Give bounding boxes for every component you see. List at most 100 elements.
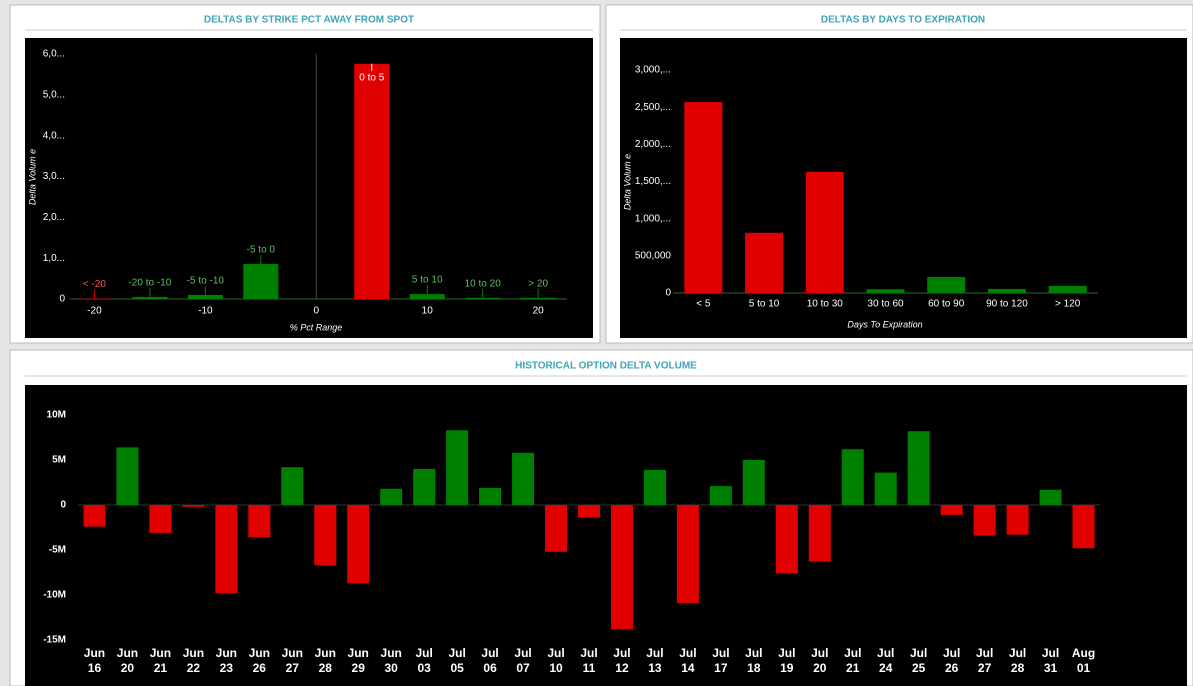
x-tick-label: Jul 31 bbox=[1041, 646, 1060, 675]
y-tick-label: 10M bbox=[47, 410, 66, 421]
x-tick-label: Jul 03 bbox=[415, 646, 433, 675]
x-tick-label: Jul 05 bbox=[448, 646, 466, 675]
bar bbox=[1072, 505, 1095, 549]
x-tick-label-box: Jul 21 bbox=[844, 646, 862, 675]
x-tick-label: Jul 17 bbox=[712, 646, 730, 675]
x-tick-label: Jun 23 bbox=[215, 646, 238, 675]
x-tick-label-box: Jul 28 bbox=[1008, 646, 1027, 675]
x-tick-label: 10 bbox=[422, 306, 434, 317]
x-tick-label: -10 bbox=[198, 306, 213, 317]
bar bbox=[465, 297, 501, 299]
x-tick-label: 30 to 60 bbox=[867, 299, 904, 310]
x-tick-label-box: Jul 26 bbox=[943, 646, 960, 675]
x-tick-label: Jun 27 bbox=[281, 646, 303, 675]
x-tick-label-box: Jun 28 bbox=[314, 646, 336, 675]
bar bbox=[479, 487, 502, 505]
chart-title: HISTORICAL OPTION DELTA VOLUME bbox=[515, 361, 697, 372]
y-tick-label: 5,0... bbox=[43, 89, 65, 100]
chart-title: DELTAS BY DAYS TO EXPIRATION bbox=[821, 15, 985, 26]
x-tick-label: Jul 12 bbox=[613, 646, 631, 675]
x-tick-label-box: Jul 11 bbox=[580, 646, 598, 675]
x-tick-label: Jul 06 bbox=[481, 646, 499, 675]
y-tick-label: -10M bbox=[43, 590, 66, 601]
x-tick-label-box: Jul 12 bbox=[613, 646, 631, 675]
y-tick-label: 3,000,... bbox=[635, 65, 671, 76]
bar bbox=[149, 505, 172, 533]
bar bbox=[643, 469, 666, 505]
bar bbox=[1039, 489, 1062, 505]
y-tick-label: 1,500,... bbox=[635, 176, 671, 187]
bar bbox=[940, 505, 963, 515]
y-tick-label: 2,000,... bbox=[635, 139, 671, 150]
x-tick-label: Jun 28 bbox=[314, 646, 336, 675]
bar bbox=[927, 277, 966, 293]
bar bbox=[805, 171, 844, 293]
x-tick-label: 20 bbox=[533, 306, 545, 317]
x-tick-label: Jun 30 bbox=[380, 646, 402, 675]
x-tick-label: Jun 21 bbox=[149, 646, 172, 675]
data-label: > 20 bbox=[528, 278, 548, 289]
x-tick-label: Aug 01 bbox=[1071, 646, 1096, 675]
x-tick-label: Jul 28 bbox=[1008, 646, 1027, 675]
bar bbox=[354, 63, 390, 299]
x-tick-label: Jul 27 bbox=[975, 646, 994, 675]
y-tick-label: 4,0... bbox=[43, 130, 65, 141]
x-tick-label: -20 bbox=[87, 306, 102, 317]
bar bbox=[545, 505, 568, 552]
x-tick-label: 60 to 90 bbox=[928, 299, 965, 310]
x-tick-label-box: Jul 13 bbox=[646, 646, 663, 675]
bar bbox=[281, 467, 304, 505]
x-tick-label-box: Jul 24 bbox=[877, 646, 895, 675]
bar bbox=[866, 289, 905, 293]
x-tick-label: Jul 20 bbox=[811, 646, 829, 675]
bar bbox=[409, 294, 445, 299]
x-tick-label-box: Jun 29 bbox=[348, 646, 369, 675]
x-tick-label-box: Jul 05 bbox=[448, 646, 466, 675]
y-tick-label: -5M bbox=[49, 545, 66, 556]
x-tick-label: Jul 21 bbox=[844, 646, 862, 675]
x-tick-label-box: Jun 20 bbox=[116, 646, 139, 675]
chart-title: DELTAS BY STRIKE PCT AWAY FROM SPOT bbox=[204, 15, 414, 26]
bar bbox=[808, 505, 831, 562]
x-axis-label: % Pct Range bbox=[290, 322, 343, 332]
x-tick-label-box: Jul 20 bbox=[811, 646, 829, 675]
y-tick-label: 0 bbox=[665, 288, 671, 299]
bar bbox=[347, 505, 370, 584]
bar bbox=[745, 232, 784, 293]
x-tick-label: Jul 25 bbox=[910, 646, 928, 675]
x-tick-label-box: Jun 22 bbox=[183, 646, 204, 675]
x-tick-label: 0 bbox=[314, 306, 320, 317]
bar bbox=[742, 460, 765, 505]
x-tick-label: Jul 24 bbox=[877, 646, 895, 675]
x-tick-label-box: Jul 17 bbox=[712, 646, 730, 675]
data-label: 10 to 20 bbox=[465, 278, 502, 289]
x-tick-label: Jul 19 bbox=[778, 646, 796, 675]
bar bbox=[775, 505, 798, 574]
bar bbox=[578, 505, 600, 518]
x-tick-label-box: Jun 23 bbox=[215, 646, 238, 675]
y-tick-label: 1,000,... bbox=[635, 213, 671, 224]
x-tick-label: Jun 16 bbox=[83, 646, 106, 675]
x-tick-label: 5 to 10 bbox=[749, 299, 780, 310]
plot-area bbox=[25, 38, 593, 338]
bar bbox=[243, 263, 279, 299]
x-tick-label: Jun 20 bbox=[116, 646, 139, 675]
data-label: < -20 bbox=[83, 279, 107, 290]
x-tick-label-box: Jul 25 bbox=[910, 646, 928, 675]
bar bbox=[676, 505, 699, 604]
y-tick-label: 2,500,... bbox=[635, 102, 671, 113]
x-tick-label-box: Jun 21 bbox=[149, 646, 172, 675]
x-tick-label: Jul 11 bbox=[580, 646, 598, 675]
bar bbox=[841, 449, 864, 505]
x-tick-label-box: Jul 03 bbox=[415, 646, 433, 675]
x-tick-label-box: Jun 27 bbox=[281, 646, 303, 675]
x-tick-label-box: Jun 26 bbox=[249, 646, 270, 675]
y-tick-label: 5M bbox=[52, 455, 66, 466]
bar bbox=[512, 452, 535, 505]
bar bbox=[1048, 285, 1087, 293]
y-tick-label: 6,0... bbox=[43, 49, 65, 60]
x-tick-label-box: Jun 30 bbox=[380, 646, 402, 675]
bar bbox=[1006, 505, 1029, 535]
bar bbox=[520, 297, 556, 299]
